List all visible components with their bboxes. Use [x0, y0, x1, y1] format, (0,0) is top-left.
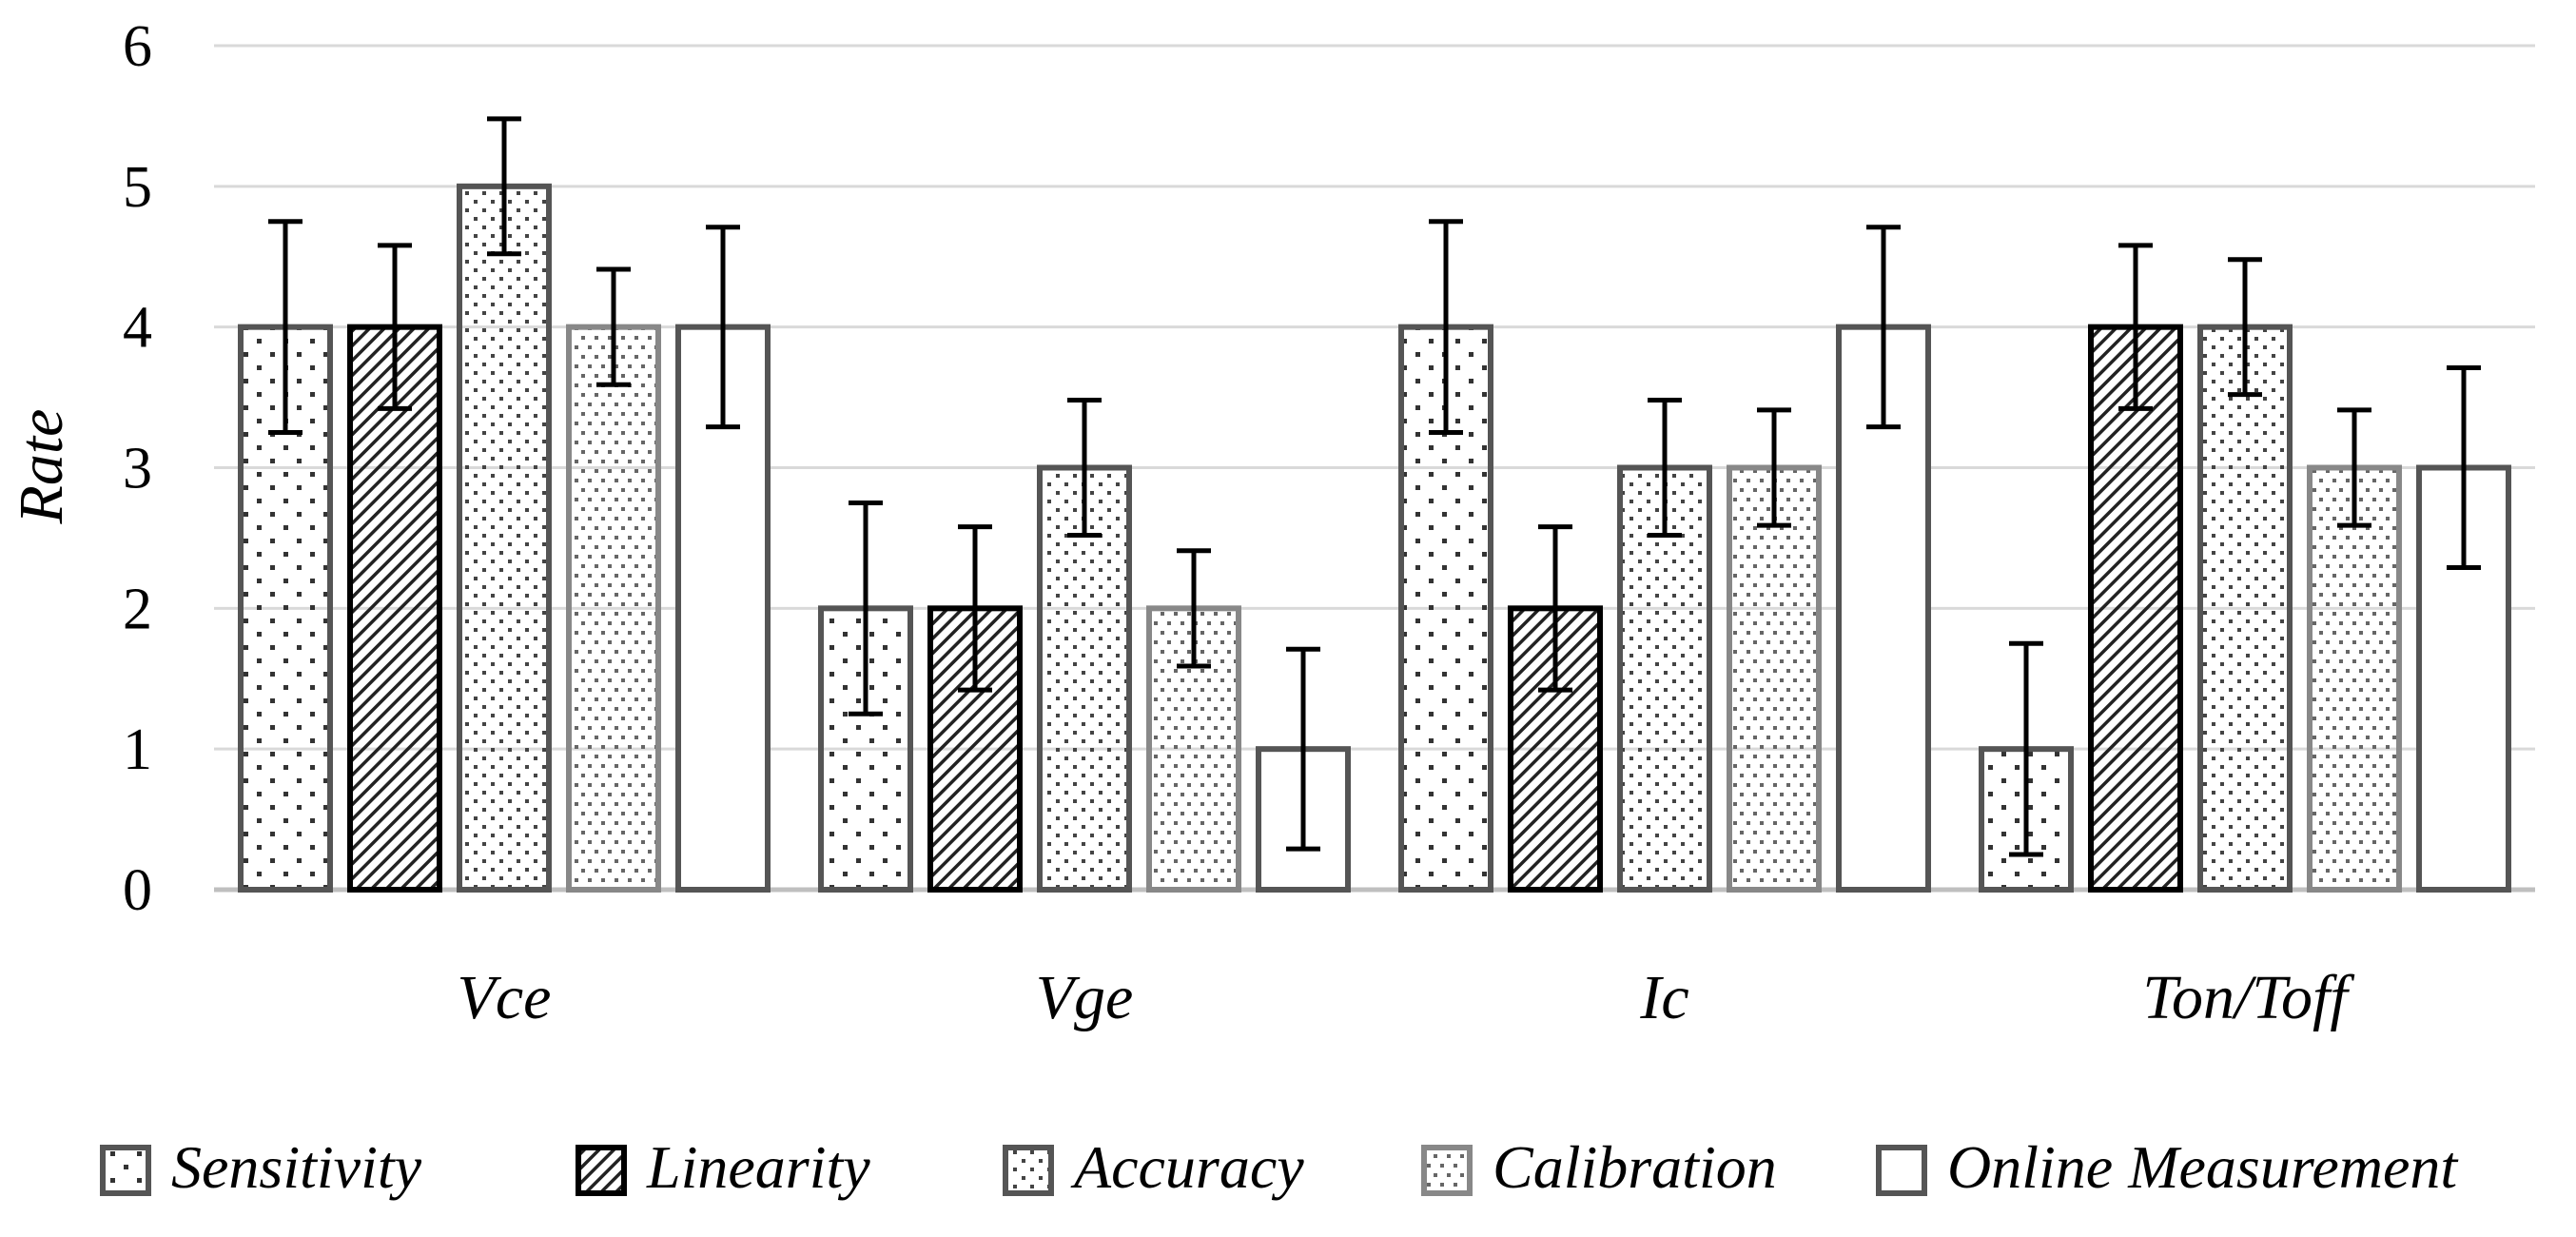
bar-calibration: [1727, 464, 1822, 893]
error-bar: [958, 524, 992, 693]
legend-label: Sensitivity: [171, 1133, 422, 1201]
y-tick-label: 4: [123, 296, 152, 361]
category-label: Vce: [458, 963, 552, 1032]
legend-label: Online Measurement: [1947, 1133, 2459, 1201]
bar-sensitivity: [1398, 324, 1493, 893]
category-label: Vge: [1036, 963, 1134, 1032]
error-bar: [487, 116, 521, 257]
error-bar: [2337, 407, 2371, 528]
bar-linearity: [2088, 324, 2183, 893]
error-bar: [1067, 398, 1102, 538]
bar-accuracy: [1617, 464, 1712, 893]
legend-swatch: [1876, 1145, 1927, 1196]
error-bar: [706, 225, 740, 430]
error-bar: [849, 500, 883, 717]
bar-calibration: [566, 324, 661, 893]
bar-linearity: [347, 324, 442, 893]
y-tick-label: 3: [123, 437, 152, 501]
error-bar: [596, 266, 631, 387]
legend-swatch: [100, 1145, 151, 1196]
legend-swatch: [1003, 1145, 1054, 1196]
error-bar: [1286, 646, 1320, 852]
error-bar: [1757, 407, 1791, 528]
error-bar: [2447, 365, 2481, 570]
x-axis-category-labels: Vce Vge Ic Ton/Toff: [458, 963, 2355, 1032]
legend-swatch: [1421, 1145, 1473, 1196]
category-label: Ic: [1639, 963, 1688, 1032]
y-tick-label: 1: [123, 717, 152, 782]
y-tick-label: 0: [123, 858, 152, 923]
bars: [238, 183, 2511, 893]
error-bar: [1648, 398, 1682, 538]
y-axis-title: Rate: [7, 409, 76, 525]
y-axis-tick-labels: 0 1 2 3 4 5 6: [123, 14, 152, 923]
bar-calibration: [2307, 464, 2402, 893]
error-bar: [268, 219, 302, 436]
error-bar: [2118, 243, 2153, 411]
error-bar: [1177, 548, 1211, 669]
error-bars: [268, 116, 2481, 857]
legend: Sensitivity Linearity Accuracy Calibration O…: [100, 1133, 2459, 1201]
bar-accuracy: [2197, 324, 2293, 893]
legend-swatch: [576, 1145, 627, 1196]
y-tick-label: 5: [123, 155, 152, 220]
legend-label: Calibration: [1493, 1133, 1777, 1201]
error-bar: [1429, 219, 1463, 436]
error-bar: [2228, 257, 2262, 398]
gridlines: [214, 44, 2535, 893]
y-tick-label: 6: [123, 14, 152, 79]
bar-accuracy: [457, 183, 552, 893]
legend-label: Accuracy: [1070, 1133, 1304, 1201]
bar-accuracy: [1037, 464, 1132, 893]
category-label: Ton/Toff: [2142, 963, 2354, 1032]
y-tick-label: 2: [123, 577, 152, 641]
error-bar: [2009, 640, 2043, 857]
error-bar: [1866, 225, 1901, 430]
legend-label: Linearity: [646, 1133, 870, 1201]
error-bar: [378, 243, 412, 411]
error-bar: [1538, 524, 1572, 693]
